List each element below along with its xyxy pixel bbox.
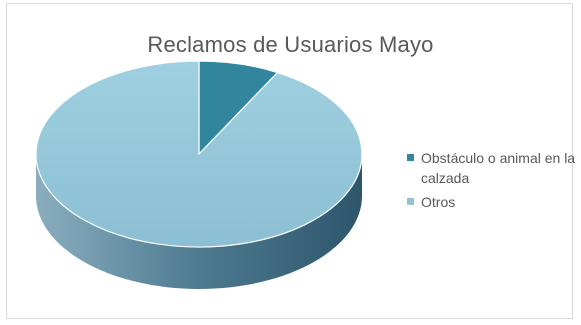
legend: Obstáculo o animal en la calzada Otros: [407, 148, 577, 216]
legend-item-obstaculo: Obstáculo o animal en la calzada: [407, 148, 577, 188]
pie-slice-otros: [35, 60, 363, 248]
legend-label-otros: Otros: [421, 194, 456, 210]
pie-side-wall: [36, 154, 362, 289]
legend-label-obstaculo: Obstáculo o animal en la calzada: [421, 150, 576, 186]
legend-swatch-otros: [407, 198, 414, 205]
chart-area: Reclamos de Usuarios Mayo Obstáculo o an…: [6, 3, 575, 319]
pie-chart: [35, 60, 363, 289]
chart-title: Reclamos de Usuarios Mayo: [147, 32, 434, 57]
legend-item-otros: Otros: [407, 192, 577, 212]
legend-swatch-obstaculo: [407, 154, 414, 161]
